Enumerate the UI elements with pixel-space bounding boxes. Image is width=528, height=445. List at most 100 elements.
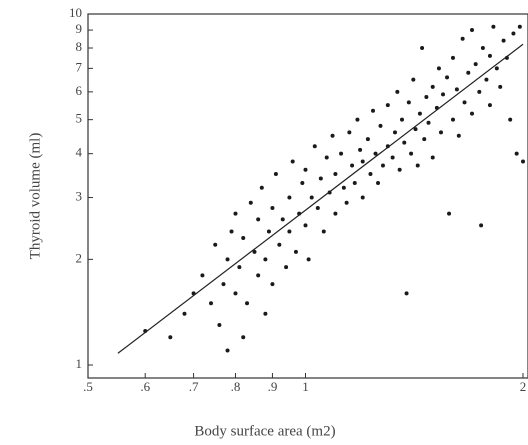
point [491,24,496,29]
point [466,70,471,75]
point [339,151,344,156]
point [450,55,455,60]
point [241,236,246,241]
point [378,123,383,128]
point [514,151,519,156]
point [200,273,205,278]
y-tick-label: 6 [76,83,83,98]
point [411,77,416,82]
y-tick-label: 1 [76,356,83,371]
point [445,75,450,80]
point [287,195,292,200]
point [477,89,482,94]
point [360,195,365,200]
y-axis-label: Thyroid volume (ml) [27,133,43,260]
point [511,31,516,36]
point [422,137,427,142]
point [390,155,395,160]
point [318,176,323,181]
point [350,163,355,168]
y-tick-label: 2 [76,250,83,265]
point [487,53,492,58]
point [306,257,311,262]
point [309,195,314,200]
point [430,155,435,160]
point [368,172,373,177]
point [370,108,375,113]
point [333,172,338,177]
point [324,155,329,160]
point [273,172,278,177]
point [397,167,402,172]
point [358,147,363,152]
point [376,181,381,186]
point [480,46,485,51]
point [300,181,305,186]
point [245,301,250,306]
point [229,229,234,234]
point [484,77,489,82]
point [217,323,222,328]
point [385,103,390,108]
y-tick-label: 3 [76,189,83,204]
point [352,181,357,186]
point [399,117,404,122]
point [365,137,370,142]
point [315,206,320,211]
point [470,28,475,33]
point [355,117,360,122]
point [479,223,484,228]
point [380,163,385,168]
point [501,38,506,43]
y-tick-label: 9 [76,21,83,36]
point [312,144,317,149]
point [233,211,238,216]
y-tick-label: 4 [76,145,83,160]
point [487,103,492,108]
point [263,257,268,262]
point [248,200,253,205]
point [373,151,378,156]
point [270,206,275,211]
point [344,200,349,205]
point [303,223,308,228]
point [441,92,446,97]
point [473,62,478,67]
point [256,273,261,278]
point [415,163,420,168]
point [430,84,435,89]
point [456,133,461,138]
point [225,348,230,353]
point [436,66,441,71]
point [256,217,261,222]
x-tick-label: 2 [520,379,527,394]
point [290,159,295,164]
point [284,265,289,270]
point [333,211,338,216]
point [404,291,409,296]
point [395,89,400,94]
x-tick-label: .6 [140,379,150,394]
point [402,140,407,145]
point [360,159,365,164]
point [277,242,282,247]
y-tick-label: 5 [76,111,83,126]
x-tick-label: 1 [302,379,309,394]
x-axis-label: Body surface area (m2) [194,423,335,439]
point [406,100,411,105]
point [259,185,264,190]
point [330,133,335,138]
point [450,117,455,122]
point [168,335,173,340]
point [221,282,226,287]
point [454,87,459,92]
point [438,130,443,135]
point [498,84,503,89]
x-tick-label: .8 [231,379,241,394]
point [470,111,475,116]
point [447,211,452,216]
point [209,301,214,306]
point [182,311,187,316]
point [233,291,238,296]
